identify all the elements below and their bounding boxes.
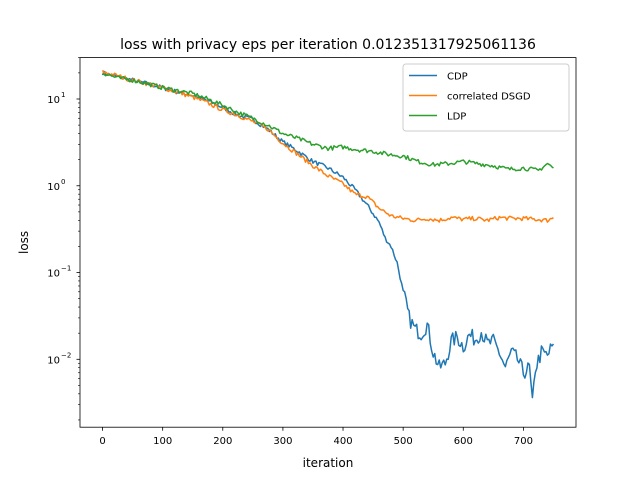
y-tick-label: 10 <box>47 269 60 280</box>
y-tick-exponent: −1 <box>61 265 71 273</box>
legend: CDP correlated DSGD LDP <box>402 63 570 132</box>
y-axis-label: loss <box>17 231 31 254</box>
series-line-correlated-dsgd <box>101 69 554 223</box>
y-tick-exponent: 1 <box>61 91 65 99</box>
series-layer <box>101 69 555 399</box>
y-tick-label: 10 <box>47 355 60 366</box>
legend-label-correlated-dsgd: correlated DSGD <box>447 92 531 103</box>
x-tick-label: 0 <box>99 436 105 447</box>
x-tick-label: 500 <box>394 436 413 447</box>
legend-box <box>402 63 570 132</box>
x-axis-label: iteration <box>303 456 354 470</box>
legend-label-ldp: LDP <box>447 112 466 123</box>
y-tick-label: 10 <box>47 95 60 106</box>
legend-label-cdp: CDP <box>447 72 468 83</box>
x-tick-label: 100 <box>153 436 172 447</box>
series-line-cdp <box>101 70 555 399</box>
y-tick-exponent: 0 <box>61 178 65 186</box>
y-tick-exponent: −2 <box>61 351 71 359</box>
series-line-ldp <box>102 72 554 172</box>
x-axis-ticks: 0 100 200 300 400 500 600 700 <box>99 427 533 447</box>
x-tick-label: 400 <box>333 436 352 447</box>
x-tick-label: 600 <box>454 436 473 447</box>
x-tick-label: 700 <box>514 436 533 447</box>
y-tick-label: 10 <box>47 182 60 193</box>
x-tick-label: 200 <box>213 436 232 447</box>
plot-frame <box>79 57 577 428</box>
x-tick-label: 300 <box>273 436 292 447</box>
chart-title: loss with privacy eps per iteration 0.01… <box>120 37 536 53</box>
